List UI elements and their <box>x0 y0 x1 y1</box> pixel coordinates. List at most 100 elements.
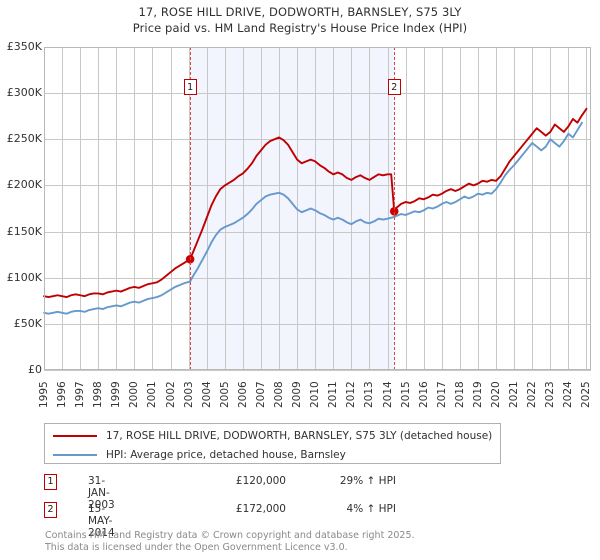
x-tick-label: 1996 <box>56 381 69 408</box>
transaction-marker-2: 2 <box>44 502 57 518</box>
transaction-callout-1[interactable]: 1 <box>183 79 197 95</box>
gridline-vertical <box>260 47 262 370</box>
ownership-period-band <box>190 47 395 370</box>
chart-legend: 17, ROSE HILL DRIVE, DODWORTH, BARNSLEY,… <box>44 423 501 464</box>
x-tick-label: 2021 <box>508 381 521 408</box>
gridline-vertical <box>423 47 425 370</box>
y-axis: £0 £50K £100K £150K £200K £250K £300K £350K <box>0 40 42 376</box>
x-tick-label: 2022 <box>526 381 539 408</box>
x-tick-label: 2019 <box>471 381 484 408</box>
x-tick-label: 2009 <box>291 381 304 408</box>
x-tick-label: 1997 <box>74 381 87 408</box>
x-tick-label: 2014 <box>381 381 394 408</box>
transaction-price: £172,000 <box>235 503 286 515</box>
x-tick-label: 2015 <box>399 381 412 408</box>
gridline-vertical <box>441 47 443 370</box>
x-tick-label: 2010 <box>309 381 322 408</box>
x-tick-label: 2006 <box>236 381 249 408</box>
gridline-vertical <box>279 47 281 370</box>
x-tick-label: 2025 <box>580 381 593 408</box>
legend-item-price-paid: 17, ROSE HILL DRIVE, DODWORTH, BARNSLEY,… <box>45 426 500 445</box>
gridline-vertical <box>224 47 226 370</box>
y-tick-label: £350K <box>6 40 42 53</box>
title-line-1: 17, ROSE HILL DRIVE, DODWORTH, BARNSLEY,… <box>138 5 462 19</box>
x-tick-label: 2017 <box>435 381 448 408</box>
x-tick-label: 2013 <box>363 381 376 408</box>
gridline-vertical <box>459 47 461 370</box>
transaction-date: 15-MAY-2014 <box>88 503 115 539</box>
gridline-vertical <box>351 47 353 370</box>
y-tick-label: £0 <box>28 363 42 376</box>
transaction-callout-2[interactable]: 2 <box>387 79 401 95</box>
price-paid-line <box>43 107 588 299</box>
gridline-horizontal <box>44 231 591 233</box>
gridline-horizontal <box>44 185 591 187</box>
gridline-horizontal <box>44 139 591 141</box>
transaction-vline <box>394 47 396 370</box>
y-tick-label: £300K <box>6 86 42 100</box>
title-line-2: Price paid vs. HM Land Registry's House … <box>132 21 468 35</box>
gridline-vertical <box>405 47 407 370</box>
x-tick-label: 2001 <box>146 381 159 408</box>
legend-swatch-price-paid <box>53 434 97 437</box>
gridline-vertical <box>369 47 371 370</box>
series-lines <box>43 107 588 315</box>
transaction-hpi-delta: 4% ↑ HPI <box>346 503 396 515</box>
x-tick-label: 1999 <box>110 381 123 408</box>
gridline-vertical <box>297 47 299 370</box>
footer-attribution: Contains HM Land Registry data © Crown c… <box>45 530 565 553</box>
gridline-vertical <box>514 47 516 370</box>
gridline-vertical <box>62 47 64 370</box>
x-tick-label: 2002 <box>164 381 177 408</box>
transaction-hpi-delta: 29% ↑ HPI <box>339 475 396 487</box>
transaction-marker-1: 1 <box>44 474 57 490</box>
gridline-vertical <box>170 47 172 370</box>
x-tick-label: 2012 <box>345 381 358 408</box>
x-tick-label: 2004 <box>200 381 213 408</box>
x-tick-label: 2005 <box>218 381 231 408</box>
x-tick-label: 1998 <box>92 381 105 408</box>
gridline-vertical <box>206 47 208 370</box>
gridline-vertical <box>387 47 389 370</box>
x-tick-label: 2008 <box>273 381 286 408</box>
y-tick-label: £100K <box>6 270 42 284</box>
footer-line-2: This data is licensed under the Open Gov… <box>45 541 348 553</box>
x-tick-label: 2003 <box>182 381 195 408</box>
y-tick-label: £200K <box>6 178 42 192</box>
gridline-vertical <box>532 47 534 370</box>
footer-line-1: Contains HM Land Registry data © Crown c… <box>45 530 415 541</box>
gridline-horizontal <box>44 370 591 371</box>
x-axis: 1995 1996 1997 1998 1999 2000 2001 2002 2003 2004… <box>38 374 593 408</box>
gridline-horizontal <box>44 277 591 279</box>
legend-item-hpi: HPI: Average price, detached house, Barn… <box>45 445 500 464</box>
x-tick-label: 2011 <box>327 381 340 408</box>
legend-swatch-hpi <box>53 453 97 456</box>
gridline-vertical <box>80 47 82 370</box>
y-tick-label: £150K <box>6 224 42 238</box>
gridline-vertical <box>333 47 335 370</box>
gridline-vertical <box>550 47 552 370</box>
x-tick-label: 2024 <box>562 381 575 408</box>
y-tick-label: £250K <box>6 132 42 146</box>
x-tick-label: 2018 <box>453 381 466 408</box>
transaction-date: 31-JAN-2003 <box>88 475 115 511</box>
x-tick-label: 2000 <box>128 381 141 408</box>
gridline-vertical <box>134 47 136 370</box>
gridline-vertical <box>568 47 570 370</box>
page-title: 17, ROSE HILL DRIVE, DODWORTH, BARNSLEY,… <box>0 4 600 36</box>
gridline-vertical <box>477 47 479 370</box>
gridline-horizontal <box>44 323 591 325</box>
gridline-vertical <box>242 47 244 370</box>
gridline-vertical <box>496 47 498 370</box>
y-tick-label: £50K <box>13 316 42 330</box>
gridline-vertical <box>152 47 154 370</box>
x-tick-label: 2016 <box>417 381 430 408</box>
gridline-vertical <box>116 47 118 370</box>
transaction-price: £120,000 <box>235 475 286 487</box>
x-tick-label: 2023 <box>544 381 557 408</box>
gridline-horizontal <box>44 93 591 95</box>
x-tick-label: 2007 <box>254 381 267 408</box>
gridline-vertical <box>315 47 317 370</box>
